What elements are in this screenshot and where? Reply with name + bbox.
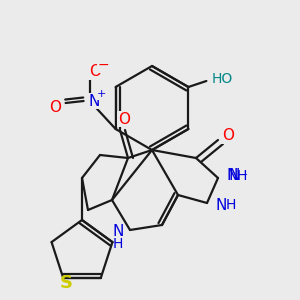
Text: H: H (113, 237, 123, 251)
Text: −: − (241, 172, 247, 178)
Text: O: O (49, 100, 61, 115)
Text: N: N (112, 224, 124, 239)
Text: O: O (222, 128, 234, 143)
Text: O: O (88, 64, 101, 80)
Text: N: N (226, 169, 238, 184)
Text: N: N (228, 167, 240, 182)
Text: H: H (226, 198, 236, 212)
Text: S: S (60, 274, 73, 292)
Text: H: H (237, 169, 247, 183)
Text: −: − (98, 58, 109, 72)
Text: HO: HO (212, 72, 233, 86)
Text: N: N (215, 197, 227, 212)
Text: +: + (97, 89, 106, 99)
Text: O: O (118, 112, 130, 127)
Text: N: N (89, 94, 100, 109)
